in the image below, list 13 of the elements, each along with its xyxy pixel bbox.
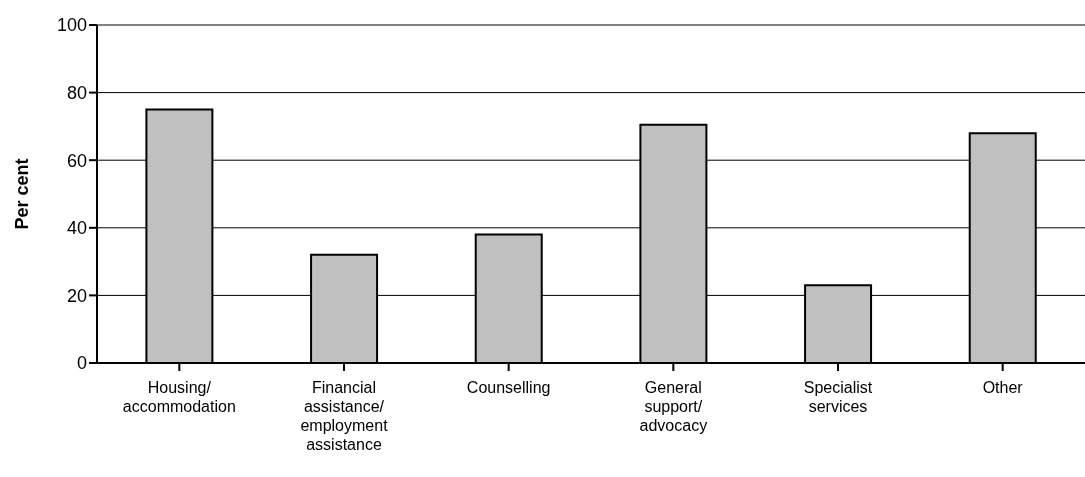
y-tick-label: 100 (56, 15, 87, 36)
y-tick-label: 60 (66, 150, 87, 171)
x-tick-label: Other (982, 379, 1024, 396)
x-tick-label: Counselling (466, 379, 551, 396)
x-tick-label: Housing/ accommodation (122, 379, 236, 415)
x-tick-label: Financial assistance/ employment assistance (300, 379, 389, 453)
y-axis-title: Per cent (12, 158, 32, 230)
y-tick-label: 80 (66, 82, 87, 103)
x-tick-label: General support/ advocacy (639, 379, 708, 434)
y-tick-label: 40 (66, 218, 87, 239)
y-tick-label: 0 (76, 353, 87, 374)
y-tick-label: 20 (66, 285, 87, 306)
x-tick-label: Specialist services (803, 379, 873, 415)
